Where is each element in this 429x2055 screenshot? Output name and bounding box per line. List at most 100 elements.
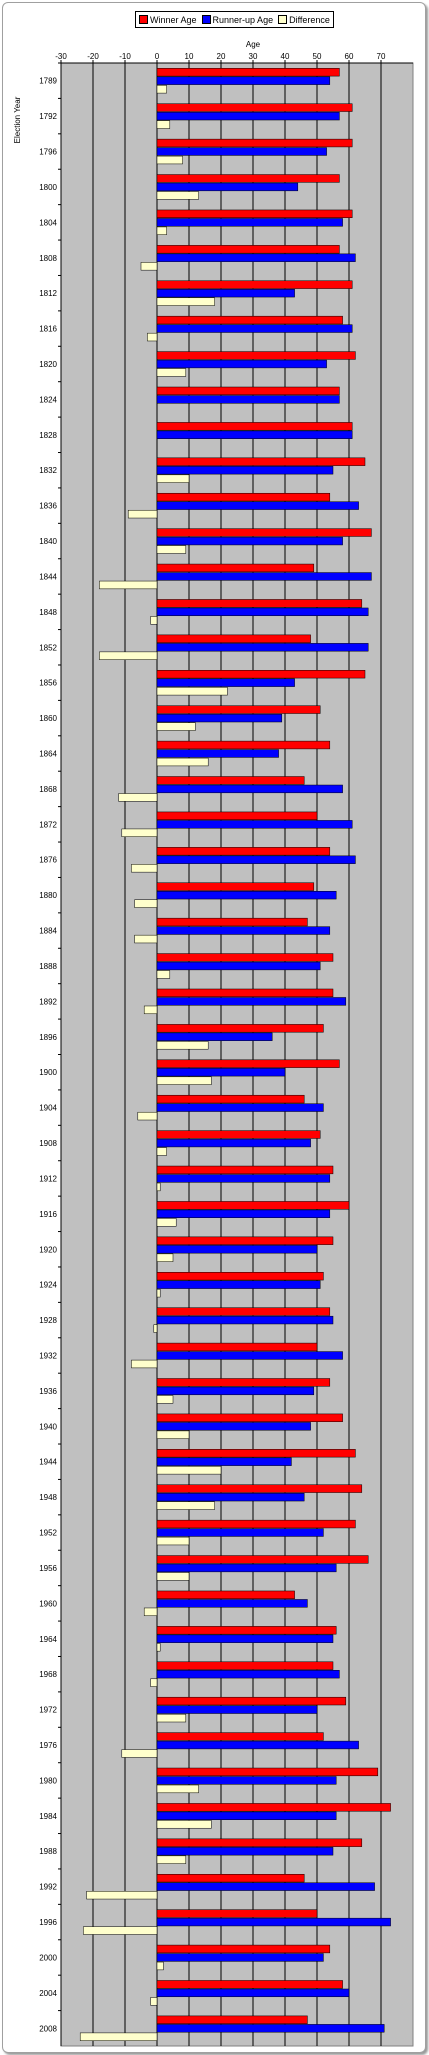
y-tick-label: 1792 [39,112,57,121]
difference-bar [143,1607,158,1617]
difference-bar [140,262,158,271]
runner-up-age-bar [156,643,369,652]
y-tick-label: 1912 [39,1174,57,1183]
y-tick-label: 1884 [39,927,57,936]
y-tick-label: 1936 [39,1387,57,1396]
y-tick-label: 1940 [39,1422,57,1431]
winner-age-bar [156,528,372,537]
winner-age-bar [156,1626,337,1635]
winner-age-bar [156,315,343,325]
difference-bar [156,155,183,165]
x-tick-label: 70 [377,52,386,61]
difference-bar [99,580,158,590]
winner-age-bar [156,1909,318,1918]
difference-bar [127,509,158,519]
winner-age-bar [156,457,366,466]
runner-up-age-bar [156,678,295,687]
difference-bar [156,368,187,377]
y-tick-label: 1892 [39,997,57,1006]
difference-bar [156,1430,190,1439]
difference-bar [156,85,167,94]
runner-up-age-bar [156,111,340,121]
y-tick-label: 1832 [39,466,57,475]
winner-age-bar [156,280,353,289]
y-tick-label: 1972 [39,1706,57,1715]
difference-bar [156,1041,209,1050]
y-tick-label: 1856 [39,679,57,688]
runner-up-age-bar [156,1422,311,1431]
y-tick-label: 1920 [39,1245,57,1254]
runner-up-age-bar [156,501,359,510]
winner-age-bar [156,1024,324,1033]
y-tick-label: 1848 [39,608,57,617]
runner-up-age-bar [156,359,327,369]
y-tick-label: 1824 [39,395,57,404]
winner-age-bar [156,1944,331,1954]
runner-up-age-bar [156,1386,315,1396]
winner-age-bar [156,847,331,856]
runner-up-age-bar [156,76,331,85]
difference-bar [131,864,158,873]
runner-up-age-bar [156,536,343,546]
winner-age-bar [156,1059,340,1068]
winner-age-bar [156,988,334,998]
legend-label: Difference [289,14,330,25]
difference-bar [134,899,158,908]
legend-swatch [278,15,288,24]
difference-bar [156,1253,174,1262]
difference-bar [156,1713,187,1723]
y-tick-label: 1816 [39,325,57,334]
winner-age-bar [156,386,340,396]
difference-bar [131,1359,158,1369]
y-tick-label: 1904 [39,1104,57,1113]
winner-age-bar [156,634,311,643]
difference-bar [156,1289,161,1298]
runner-up-age-bar [156,1811,337,1820]
runner-up-age-bar [156,1740,359,1750]
winner-age-bar [156,1236,334,1245]
y-tick-label: 1924 [39,1281,57,1290]
runner-up-age-bar [156,961,321,971]
y-tick-label: 1852 [39,643,57,652]
y-tick-label: 1836 [39,502,57,511]
winner-age-bar [156,1803,391,1812]
runner-up-age-bar [156,1599,308,1608]
winner-age-bar [156,138,353,148]
difference-bar [137,1111,158,1121]
legend-swatch [201,15,211,24]
x-tick-label: 20 [217,52,226,61]
runner-up-age-bar [156,466,334,475]
winner-age-bar [156,882,315,891]
winner-age-bar [156,811,318,820]
difference-bar [156,1572,190,1581]
winner-age-bar [156,1555,369,1564]
runner-up-age-bar [156,713,283,723]
y-tick-label: 1876 [39,856,57,865]
y-tick-label: 1916 [39,1210,57,1219]
winner-age-bar [156,1767,379,1777]
x-tick-label: 10 [185,52,194,61]
difference-bar [150,1997,158,2006]
y-tick-label: 2008 [39,2024,57,2033]
y-tick-label: 1864 [39,750,57,759]
y-tick-label: 1996 [39,1918,57,1927]
runner-up-age-bar [156,324,353,333]
x-tick-label: 0 [155,52,160,61]
legend: Winner Age Runner-up Age Difference [135,11,334,28]
runner-up-age-bar [156,147,327,156]
x-tick-label: 30 [249,52,258,61]
y-tick-label: 1896 [39,1033,57,1042]
y-tick-label: 1952 [39,1529,57,1538]
y-tick-label: 1789 [39,77,57,86]
winner-age-bar [156,1980,343,1989]
runner-up-age-bar [156,430,353,439]
difference-bar [156,1961,164,1971]
runner-up-age-bar [156,395,340,404]
runner-up-age-bar [156,607,369,617]
legend-item: Winner Age [139,15,197,25]
y-tick-label: 1968 [39,1670,57,1679]
difference-bar [156,1147,167,1156]
winner-age-bar [156,245,340,254]
y-tick-label: 1860 [39,714,57,723]
difference-bar [147,332,158,342]
